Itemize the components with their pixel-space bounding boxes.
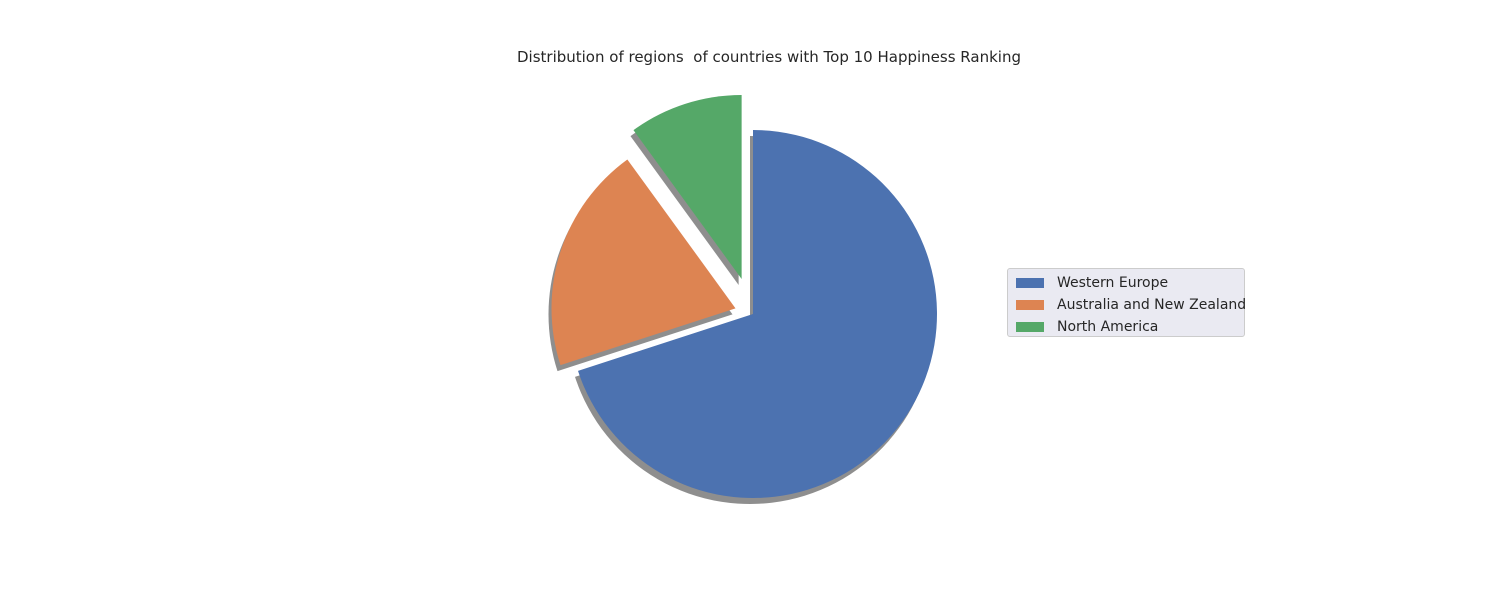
chart-legend: Western Europe Australia and New Zealand…	[1007, 268, 1247, 338]
legend-label: Australia and New Zealand	[1057, 297, 1247, 313]
pie-slice-western-europe	[578, 130, 937, 499]
legend-swatch-0	[1016, 278, 1044, 288]
chart-title: Distribution of regions of countries wit…	[516, 48, 1021, 66]
legend-item: North America	[1008, 316, 1244, 338]
pie-slice-australia-and-new-zealand	[551, 159, 736, 366]
legend-item: Western Europe	[1008, 272, 1244, 294]
legend-label: North America	[1057, 319, 1159, 335]
legend-swatch-1	[1016, 300, 1044, 310]
legend-item: Australia and New Zealand	[1008, 294, 1247, 316]
pie-slice-layer	[551, 95, 937, 499]
pie-slice-north-america	[633, 95, 742, 280]
legend-label: Western Europe	[1057, 275, 1169, 291]
legend-swatch-2	[1016, 322, 1044, 332]
